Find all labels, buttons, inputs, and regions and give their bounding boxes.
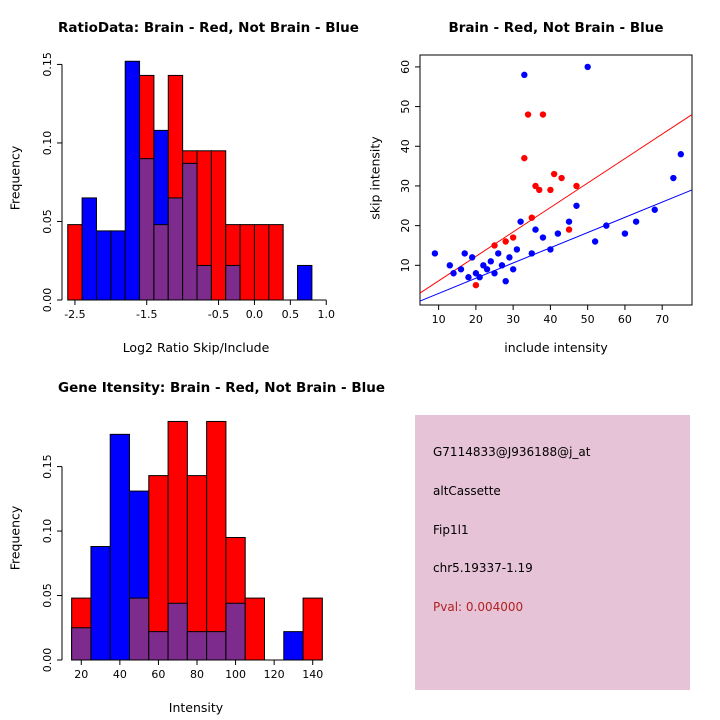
svg-text:60: 60 xyxy=(151,668,165,681)
ratio-histogram-xlabel: Log2 Ratio Skip/Include xyxy=(122,340,270,355)
ratio-histogram-title: RatioData: Brain - Red, Not Brain - Blue xyxy=(58,20,359,36)
svg-text:0.15: 0.15 xyxy=(41,454,54,479)
svg-text:-1.5: -1.5 xyxy=(136,308,157,321)
gene-histogram-title: Gene Itensity: Brain - Red, Not Brain - … xyxy=(58,380,386,396)
svg-text:10: 10 xyxy=(399,258,412,272)
svg-text:0.0: 0.0 xyxy=(246,308,264,321)
gene-name-text: Fip1l1 xyxy=(433,523,469,537)
svg-text:1.0: 1.0 xyxy=(318,308,336,321)
probe-id-text: G7114833@J936188@j_at xyxy=(433,445,591,459)
ratio-histogram-plot: -2.5 -1.5 -0.5 0.0 0.5 1.0 0.00 0.05 0.10 0.15 xyxy=(41,52,336,321)
svg-text:-0.5: -0.5 xyxy=(208,308,229,321)
svg-text:50: 50 xyxy=(581,313,595,326)
svg-text:40: 40 xyxy=(113,668,127,681)
svg-text:100: 100 xyxy=(225,668,246,681)
svg-text:0.00: 0.00 xyxy=(41,288,54,313)
svg-text:0.5: 0.5 xyxy=(282,308,300,321)
scatter-title: Brain - Red, Not Brain - Blue xyxy=(448,20,664,36)
gene-histogram-xlabel: Intensity xyxy=(168,700,224,715)
panel-gene-intensity-histogram: Gene Itensity: Brain - Red, Not Brain - … xyxy=(0,360,386,720)
panel-intensity-scatter: Brain - Red, Not Brain - Blue skip inten… xyxy=(360,0,720,360)
svg-text:20: 20 xyxy=(74,668,88,681)
panel-ratio-histogram: RatioData: Brain - Red, Not Brain - Blue… xyxy=(0,0,360,360)
panel-event-info: G7114833@J936188@j_at altCassette Fip1l1… xyxy=(360,360,720,720)
event-info-box: G7114833@J936188@j_at altCassette Fip1l1… xyxy=(415,415,690,690)
svg-text:40: 40 xyxy=(399,139,412,153)
svg-text:0.05: 0.05 xyxy=(41,583,54,608)
svg-text:0.10: 0.10 xyxy=(41,519,54,544)
event-type-text: altCassette xyxy=(433,484,501,498)
svg-text:120: 120 xyxy=(264,668,285,681)
svg-text:20: 20 xyxy=(469,313,483,326)
svg-text:-2.5: -2.5 xyxy=(64,308,85,321)
svg-text:0.00: 0.00 xyxy=(41,648,54,673)
svg-text:60: 60 xyxy=(399,60,412,74)
svg-text:20: 20 xyxy=(399,219,412,233)
svg-text:50: 50 xyxy=(399,100,412,114)
svg-text:140: 140 xyxy=(302,668,323,681)
svg-text:10: 10 xyxy=(432,313,446,326)
svg-text:40: 40 xyxy=(543,313,557,326)
pval-text: Pval: 0.004000 xyxy=(433,600,524,614)
location-text: chr5.19337-1.19 xyxy=(433,561,533,575)
svg-text:30: 30 xyxy=(506,313,520,326)
svg-text:0.15: 0.15 xyxy=(41,52,54,77)
intensity-scatter-plot: 10 20 30 40 50 60 70 10 20 30 40 50 60 xyxy=(399,54,693,326)
scatter-xlabel: include intensity xyxy=(504,340,608,355)
svg-text:80: 80 xyxy=(190,668,204,681)
svg-text:60: 60 xyxy=(618,313,632,326)
svg-text:0.10: 0.10 xyxy=(41,131,54,156)
gene-intensity-histogram-plot: 20 40 60 80 100 120 140 0.00 0.05 0.10 0.15 xyxy=(41,420,323,681)
svg-text:70: 70 xyxy=(655,313,669,326)
svg-text:0.05: 0.05 xyxy=(41,209,54,234)
svg-text:30: 30 xyxy=(399,179,412,193)
